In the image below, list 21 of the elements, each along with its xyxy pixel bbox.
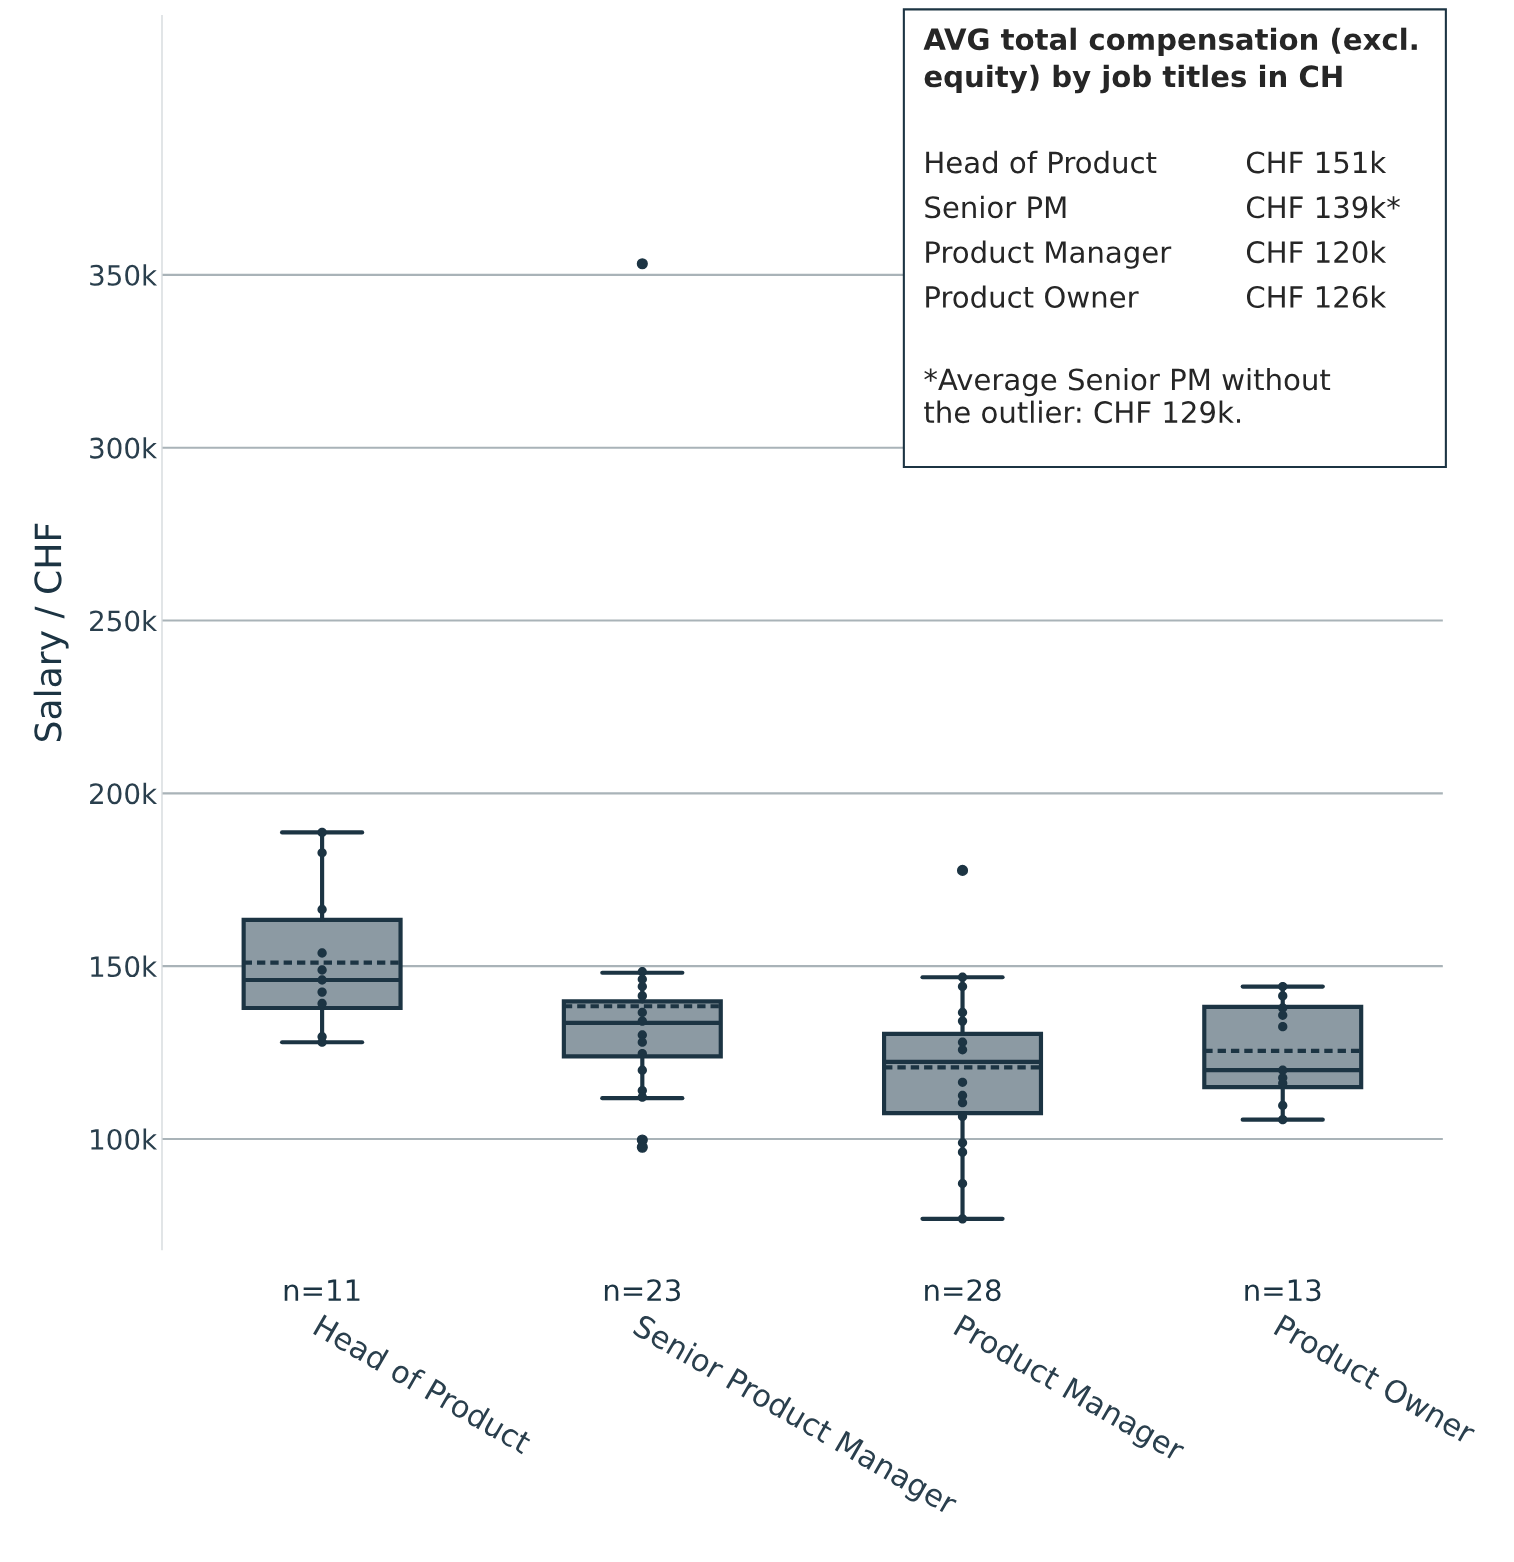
annotation: Product Owner <box>926 285 1139 308</box>
text: n=28 <box>925 1279 1001 1302</box>
y-tick-label: 100k <box>91 1128 158 1150</box>
text: n=11 <box>284 1279 360 1301</box>
annotation: CHF 120k <box>1246 240 1387 264</box>
annotation: *Average Senior PM without the outlier: CHF 129k. <box>924 367 1331 424</box>
text: n=13 <box>1245 1279 1321 1302</box>
annotation: AVG total compensation (excl. equity) by job titles in CH <box>923 27 1417 94</box>
annotation: CHF 151k <box>1246 150 1387 174</box>
annotation: Head of Product <box>926 150 1157 174</box>
text: n=23 <box>604 1279 680 1302</box>
annotation: Senior PM <box>925 195 1066 219</box>
y-tick-label: 200k <box>90 782 158 805</box>
annotation: CHF 139k* <box>1246 195 1400 219</box>
annotation: Product Manager <box>926 240 1172 269</box>
y-tick-label: 250k <box>90 609 158 632</box>
y-tick-label: 300k <box>90 437 158 459</box>
y-axis-title: Salary / CHF <box>33 523 69 742</box>
annotation: CHF 126k <box>1246 285 1387 308</box>
y-tick-label: 150k <box>91 955 158 978</box>
y-tick-label: 350k <box>90 264 158 286</box>
